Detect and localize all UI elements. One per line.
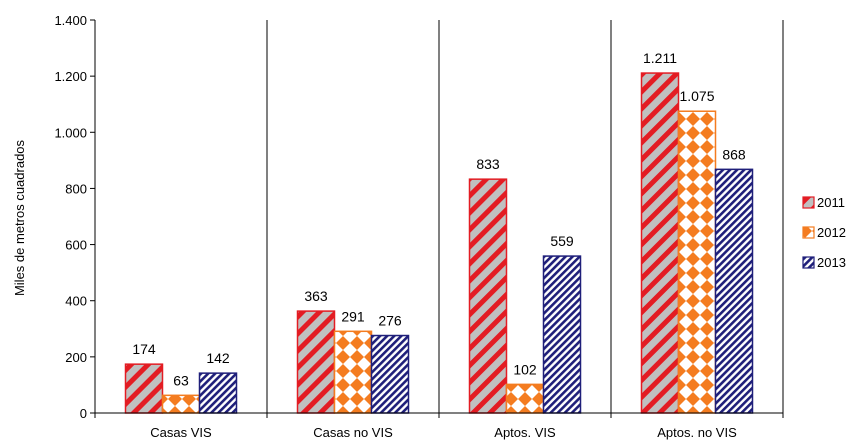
legend-label-2012: 2012 [817, 225, 846, 240]
data-label: 174 [132, 341, 156, 357]
data-label: 833 [476, 156, 500, 172]
data-label: 559 [550, 233, 574, 249]
x-category-label: Casas VIS [150, 425, 212, 440]
x-category-label: Aptos. no VIS [657, 425, 737, 440]
x-category-label: Aptos. VIS [494, 425, 556, 440]
bar-2012-aptos-vis [505, 383, 545, 414]
y-tick-label: 1.200 [54, 69, 87, 84]
data-label: 276 [378, 313, 402, 329]
data-label: 1.075 [679, 88, 714, 104]
legend-label-2013: 2013 [817, 255, 846, 270]
legend: 2011 2012 2013 [802, 195, 846, 270]
y-axis-ticks: 0 200 400 600 800 1.000 1.200 1.400 [54, 13, 95, 421]
data-label: 102 [513, 361, 537, 377]
bar-2013-aptos-vis [542, 255, 582, 414]
legend-swatch-2013 [802, 256, 815, 269]
bar-2013-casas-vis [198, 372, 238, 414]
y-tick-label: 0 [80, 406, 87, 421]
y-tick-label: 200 [65, 350, 87, 365]
data-label: 1.211 [643, 50, 677, 66]
y-tick-label: 800 [65, 181, 87, 196]
y-tick-label: 1.400 [54, 13, 87, 28]
data-label: 63 [173, 372, 189, 388]
y-axis-title: Miles de metros cuadrados [12, 139, 27, 296]
x-axis-category-labels: Casas VIS Casas no VIS Aptos. VIS Aptos. no… [150, 425, 737, 440]
bar-2012-casas-no-vis [333, 330, 373, 414]
data-labels-group: 174 63 142 363 291 276 833 102 559 1.211 1.075 868 [132, 50, 746, 388]
category-separators [94, 20, 784, 418]
bar-2011-aptos-vis [468, 178, 508, 414]
x-category-label: Casas no VIS [313, 425, 393, 440]
bar-2013-casas-no-vis [370, 334, 410, 414]
bar-2011-aptos-no-vis [640, 72, 680, 414]
bars-group [124, 72, 754, 414]
legend-label-2011: 2011 [817, 195, 845, 210]
legend-swatch-2011 [802, 196, 815, 209]
bar-2011-casas-vis [124, 363, 164, 414]
bar-2012-aptos-no-vis [677, 110, 717, 414]
legend-swatch-2012 [802, 226, 815, 239]
bar-2011-casas-no-vis [296, 310, 336, 414]
bar-2013-aptos-no-vis [714, 168, 754, 414]
y-tick-label: 400 [65, 294, 87, 309]
y-tick-label: 1.000 [54, 125, 87, 140]
bar-2012-casas-vis [161, 394, 201, 414]
data-label: 363 [304, 288, 328, 304]
y-tick-label: 600 [65, 238, 87, 253]
data-label: 868 [722, 146, 746, 162]
data-label: 291 [341, 308, 365, 324]
data-label: 142 [206, 350, 230, 366]
